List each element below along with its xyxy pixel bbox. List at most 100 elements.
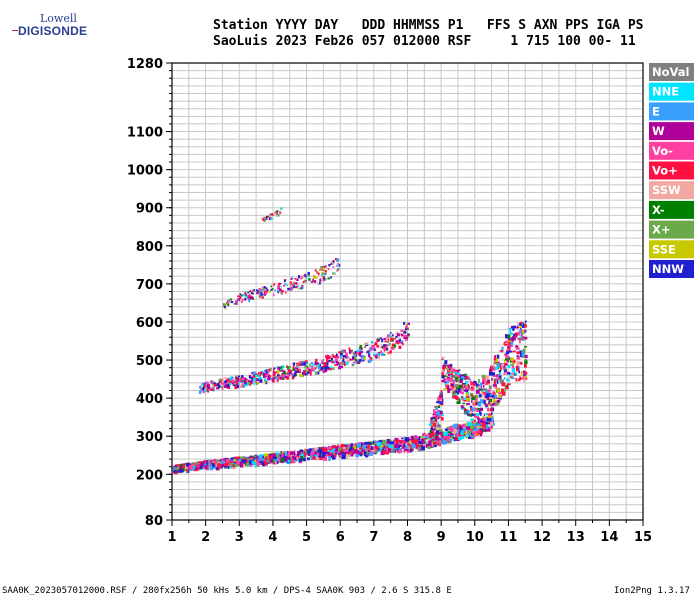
echo-mark [509,376,513,379]
echo-mark [434,414,437,419]
echo-mark [204,384,206,388]
echo-mark [498,375,501,378]
echo-mark [410,435,414,441]
echo-mark [358,359,362,363]
echo-mark [447,438,453,441]
echo-mark [436,430,440,434]
echo-mark [315,455,319,461]
echo-mark [373,446,376,450]
echo-mark [500,379,504,384]
echo-mark [381,338,384,343]
legend-swatch-nnw [649,260,694,278]
echo-mark [280,458,285,462]
echo-mark [423,437,427,440]
echo-mark [318,369,321,372]
echo-mark [484,382,489,386]
echo-mark [195,466,199,471]
echo-mark [472,395,475,398]
echo-mark [421,445,425,451]
echo-mark [524,345,527,348]
echo-mark [200,388,203,391]
echo-mark [404,447,408,450]
echo-mark [344,446,347,451]
echo-mark [510,333,513,335]
echo-mark [221,382,224,386]
echo-mark [327,268,330,271]
echo-mark [468,413,471,417]
echo-mark [476,407,481,410]
echo-mark [333,273,336,275]
echo-mark [475,409,480,412]
echo-mark [206,459,209,464]
echo-mark [463,409,468,411]
echo-mark [406,442,409,444]
echo-mark [300,277,303,280]
echo-mark [501,347,504,351]
echo-mark [227,384,229,387]
echo-mark [267,375,270,379]
echo-mark [237,459,242,462]
echo-mark [305,360,308,364]
echo-mark [485,396,488,398]
echo-mark [342,350,345,353]
echo-mark [244,292,246,295]
echo-mark [381,450,385,456]
echo-mark [430,425,433,430]
echo-mark [361,354,365,357]
echo-mark [444,381,448,384]
echo-mark [212,463,215,468]
echo-mark [310,361,313,365]
echo-mark [451,373,454,378]
echo-mark [400,340,404,343]
echo-mark [359,353,362,357]
echo-mark [492,366,496,371]
echo-mark [326,356,329,361]
echo-mark [439,395,442,399]
echo-mark [467,421,472,427]
echo-mark [228,299,231,302]
echo-mark [303,371,306,376]
echo-mark [293,285,296,289]
echo-mark [343,361,346,365]
x-tick-label: 15 [634,530,652,545]
echo-mark [482,385,485,388]
echo-mark [465,422,468,427]
echo-mark [493,380,496,385]
echo-mark [500,365,502,371]
echo-mark [489,402,492,405]
echo-mark [350,448,353,451]
echo-mark [248,380,252,384]
echo-mark [437,400,442,404]
echo-mark [501,391,506,396]
echo-mark [476,430,480,433]
echo-mark [329,368,332,371]
echo-mark [225,303,228,306]
echo-mark [290,451,295,455]
echo-mark [293,281,295,285]
echo-mark [369,447,372,453]
echo-mark [357,442,361,448]
echo-mark [210,388,214,391]
echo-mark [313,369,315,372]
echo-mark [447,385,450,389]
echo-mark [241,294,243,297]
echo-mark [186,463,189,465]
echo-mark [290,277,293,280]
echo-mark [325,265,327,268]
echo-mark [262,288,265,291]
echo-mark [367,354,370,357]
echo-mark [355,452,359,458]
echo-mark [201,382,204,386]
echo-mark [183,463,185,469]
echo-mark [210,381,214,384]
echo-mark [224,380,227,383]
echo-mark [368,441,371,446]
echo-mark [475,424,480,426]
echo-mark [513,333,515,337]
echo-mark [301,285,304,287]
echo-mark [404,439,407,444]
echo-mark [446,380,449,384]
echo-mark [371,446,374,451]
echo-mark [259,454,263,458]
echo-mark [433,432,438,437]
